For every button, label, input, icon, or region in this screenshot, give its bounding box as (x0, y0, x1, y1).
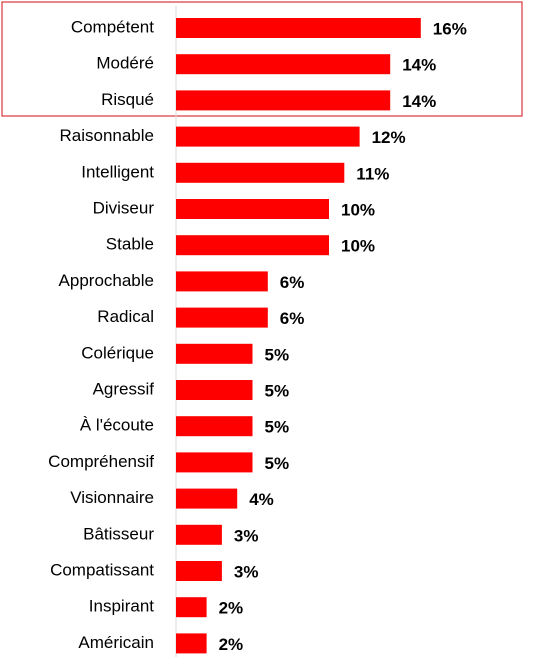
category-label: Approchable (59, 271, 154, 290)
value-label: 2% (219, 635, 244, 654)
value-label: 14% (402, 92, 436, 111)
value-label: 5% (265, 454, 290, 473)
value-label: 12% (372, 128, 406, 147)
category-label: Américain (78, 633, 154, 652)
bar (176, 235, 329, 256)
category-label: Raisonnable (59, 126, 154, 145)
category-label: Inspirant (89, 597, 154, 616)
category-label: Compétent (71, 17, 154, 36)
category-label: Compréhensif (48, 452, 154, 471)
bar (176, 597, 207, 618)
bar (176, 18, 421, 38)
category-label: Bâtisseur (83, 524, 154, 543)
value-label: 2% (219, 599, 244, 618)
value-label: 5% (265, 418, 290, 437)
bar (176, 380, 253, 400)
value-label: 11% (356, 164, 389, 183)
category-label: Stable (106, 235, 154, 254)
category-label: Colérique (81, 343, 154, 362)
bar (176, 162, 345, 183)
value-label: 6% (280, 309, 305, 328)
category-label: Radical (97, 307, 154, 326)
bar (176, 561, 222, 581)
category-label: À l'écoute (80, 416, 154, 435)
value-label: 3% (234, 526, 259, 545)
value-label: 5% (265, 381, 290, 400)
bar (176, 90, 391, 111)
value-label: 5% (265, 345, 290, 364)
bar (176, 307, 268, 328)
bar (176, 416, 253, 437)
category-label: Intelligent (81, 162, 154, 181)
value-label: 14% (402, 56, 436, 75)
bar (176, 488, 238, 509)
bar (176, 343, 253, 364)
bar (176, 452, 253, 473)
bar (176, 524, 222, 545)
bar (176, 199, 329, 219)
value-label: 4% (249, 490, 274, 509)
highlight-box (1, 1, 523, 117)
category-label: Visionnaire (70, 488, 154, 507)
value-label: 16% (433, 19, 467, 38)
bar (176, 271, 268, 292)
value-label: 10% (341, 200, 375, 219)
bar (176, 54, 391, 75)
category-label: Modéré (96, 54, 154, 73)
bar (176, 126, 360, 147)
category-label: Compatissant (50, 560, 154, 579)
category-label: Diviseur (93, 198, 155, 217)
value-label: 3% (234, 562, 259, 581)
value-label: 6% (280, 273, 305, 292)
category-label: Agressif (93, 379, 155, 398)
category-label: Risqué (101, 90, 154, 109)
bar (176, 633, 207, 654)
value-label: 10% (341, 237, 375, 256)
